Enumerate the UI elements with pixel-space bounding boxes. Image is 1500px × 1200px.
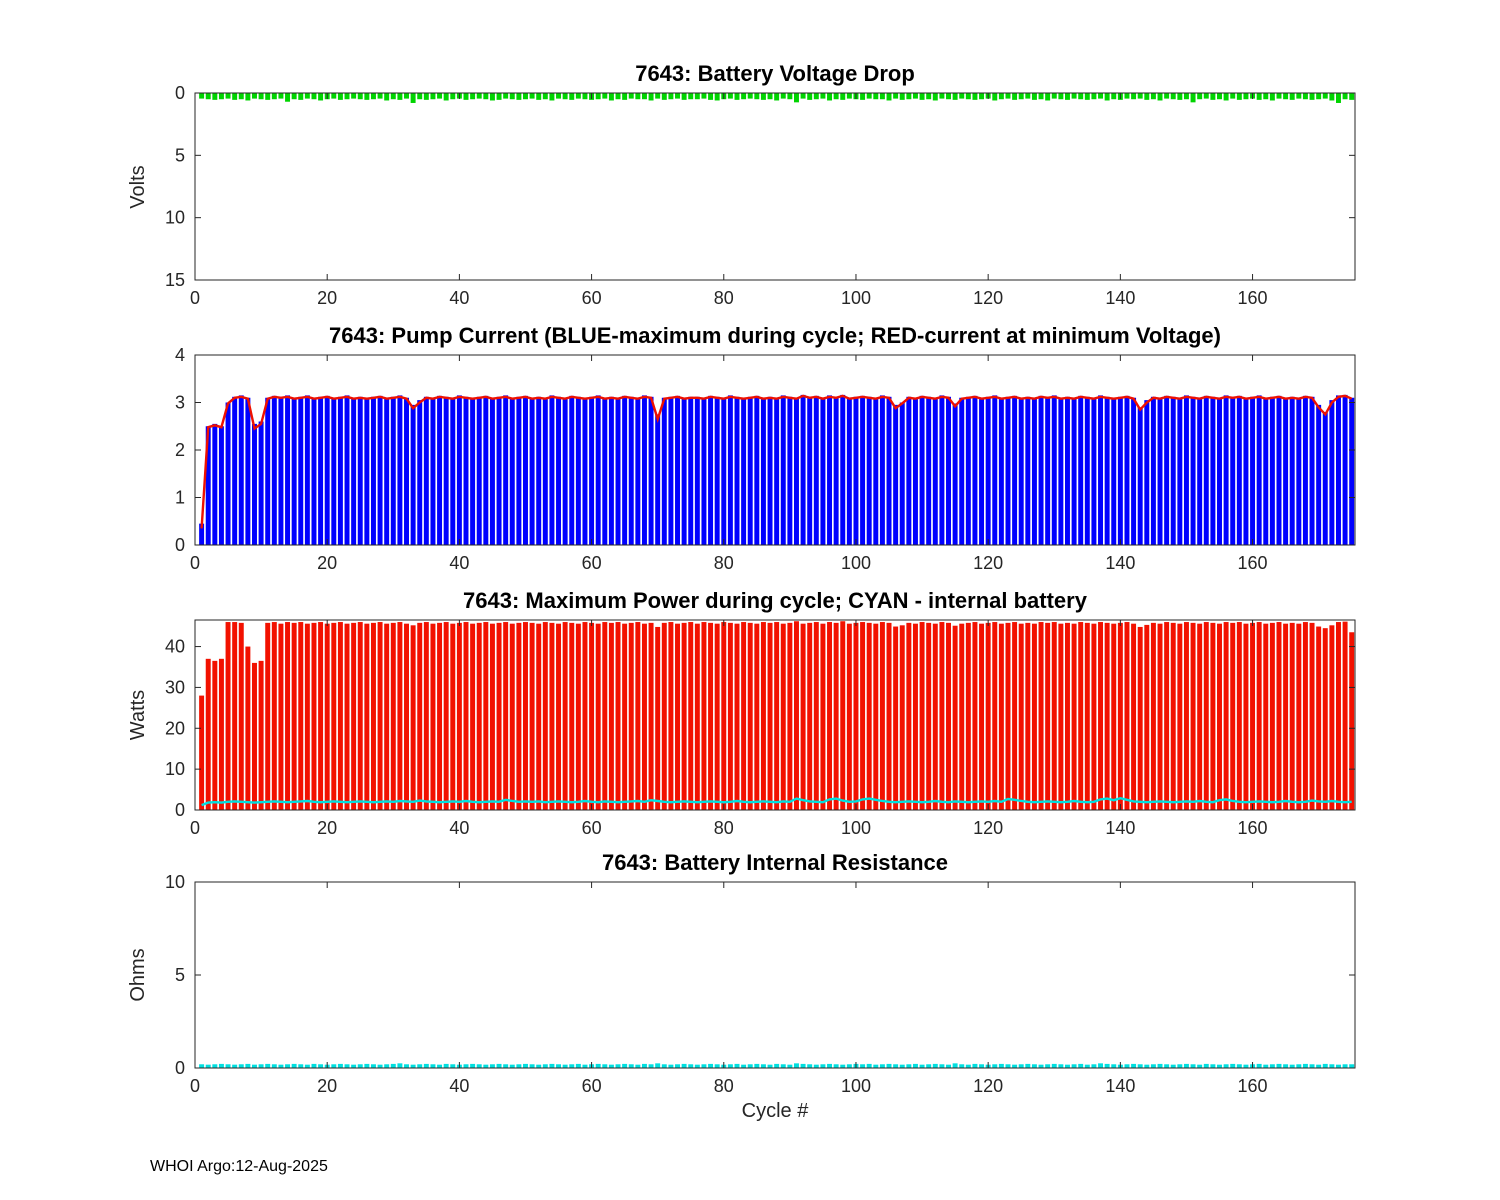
x-tick-label: 100 — [841, 818, 871, 838]
x-tick-label: 0 — [190, 1076, 200, 1096]
x-tick-label: 40 — [449, 288, 469, 308]
x-tick-label: 0 — [190, 553, 200, 573]
y-tick-label: 0 — [175, 1058, 185, 1078]
axes-box — [194, 92, 1356, 281]
x-tick-label: 80 — [714, 553, 734, 573]
x-tick-label: 100 — [841, 288, 871, 308]
x-tick-label: 20 — [317, 288, 337, 308]
panel1-title: 7643: Battery Voltage Drop — [635, 61, 915, 86]
x-tick-label: 20 — [317, 1076, 337, 1096]
y-tick-label: 0 — [175, 535, 185, 555]
y-tick-label: 20 — [165, 718, 185, 738]
panel3-title: 7643: Maximum Power during cycle; CYAN -… — [463, 588, 1087, 613]
line-internal-battery — [201, 796, 1352, 807]
y-tick-label: 5 — [175, 965, 185, 985]
watermark-text: WHOI Argo:12-Aug-2025 — [150, 1158, 328, 1175]
x-tick-label: 120 — [973, 818, 1003, 838]
x-tick-label: 60 — [582, 1076, 602, 1096]
panel-1: 0 20 40 60 80 100 120 140 160 0 5 10 15 — [165, 83, 1356, 308]
x-tick-label: 120 — [973, 553, 1003, 573]
x-axis-label: Cycle # — [741, 1100, 809, 1122]
x-tick-label: 100 — [841, 553, 871, 573]
x-tick-label: 140 — [1105, 818, 1135, 838]
x-tick-label: 0 — [190, 818, 200, 838]
panel4-title: 7643: Battery Internal Resistance — [601, 850, 949, 875]
y-tick-label: 2 — [175, 440, 185, 460]
y-tick-label: 10 — [165, 759, 185, 779]
x-tick-label: 120 — [973, 1076, 1003, 1096]
x-tick-label: 80 — [714, 288, 734, 308]
x-tick-label: 80 — [714, 818, 734, 838]
x-tick-label: 60 — [582, 288, 602, 308]
x-tick-label: 20 — [317, 553, 337, 573]
x-tick-label: 160 — [1238, 1076, 1268, 1096]
x-tick-label: 40 — [449, 553, 469, 573]
y-tick-label: 1 — [175, 488, 185, 508]
y-tick-label: 10 — [165, 872, 185, 892]
x-tick-label: 100 — [841, 1076, 871, 1096]
panel3-ylabel: Watts — [127, 689, 149, 741]
line-current-at-minimum-Voltage — [200, 394, 1353, 529]
y-tick-label: 0 — [175, 800, 185, 820]
x-tick-label: 40 — [449, 818, 469, 838]
x-tick-label: 80 — [714, 1076, 734, 1096]
y-tick-label: 15 — [165, 270, 185, 290]
x-tick-label: 120 — [973, 288, 1003, 308]
y-tick-label: 4 — [175, 345, 185, 365]
panel1-ylabel: Volts — [127, 165, 149, 209]
y-tick-label: 5 — [175, 145, 185, 165]
panel4-ylabel: Ohms — [127, 948, 149, 1002]
x-tick-label: 140 — [1105, 1076, 1135, 1096]
axes-box — [194, 881, 1356, 1069]
y-tick-label: 30 — [165, 677, 185, 697]
panel-4: 0 20 40 60 80 100 120 140 160 0 5 10 — [165, 872, 1356, 1096]
bars-battery-internal-resistance — [199, 1063, 1355, 1068]
y-tick-label: 40 — [165, 637, 185, 657]
y-tick-label: 3 — [175, 393, 185, 413]
y-tick-label: 0 — [175, 83, 185, 103]
x-tick-label: 140 — [1105, 288, 1135, 308]
x-tick-label: 40 — [449, 1076, 469, 1096]
x-tick-label: 60 — [582, 818, 602, 838]
x-tick-label: 160 — [1238, 553, 1268, 573]
x-tick-label: 60 — [582, 553, 602, 573]
x-tick-label: 20 — [317, 818, 337, 838]
x-tick-label: 160 — [1238, 288, 1268, 308]
bars-maximum-power-during-cycle — [199, 621, 1355, 810]
panel-3: 0 20 40 60 80 100 120 140 160 0 10 20 30 40 — [165, 619, 1356, 838]
axes-box — [194, 619, 1356, 811]
bars-battery-voltage-drop — [199, 93, 1355, 103]
x-tick-label: 0 — [190, 288, 200, 308]
panel2-title: 7643: Pump Current (BLUE-maximum during … — [329, 323, 1221, 348]
y-tick-label: 10 — [165, 208, 185, 228]
x-tick-label: 160 — [1238, 818, 1268, 838]
bars-maximum-during-cycle — [199, 394, 1355, 546]
panel-2: 0 20 40 60 80 100 120 140 160 0 1 2 3 4 — [175, 345, 1356, 573]
x-tick-label: 140 — [1105, 553, 1135, 573]
